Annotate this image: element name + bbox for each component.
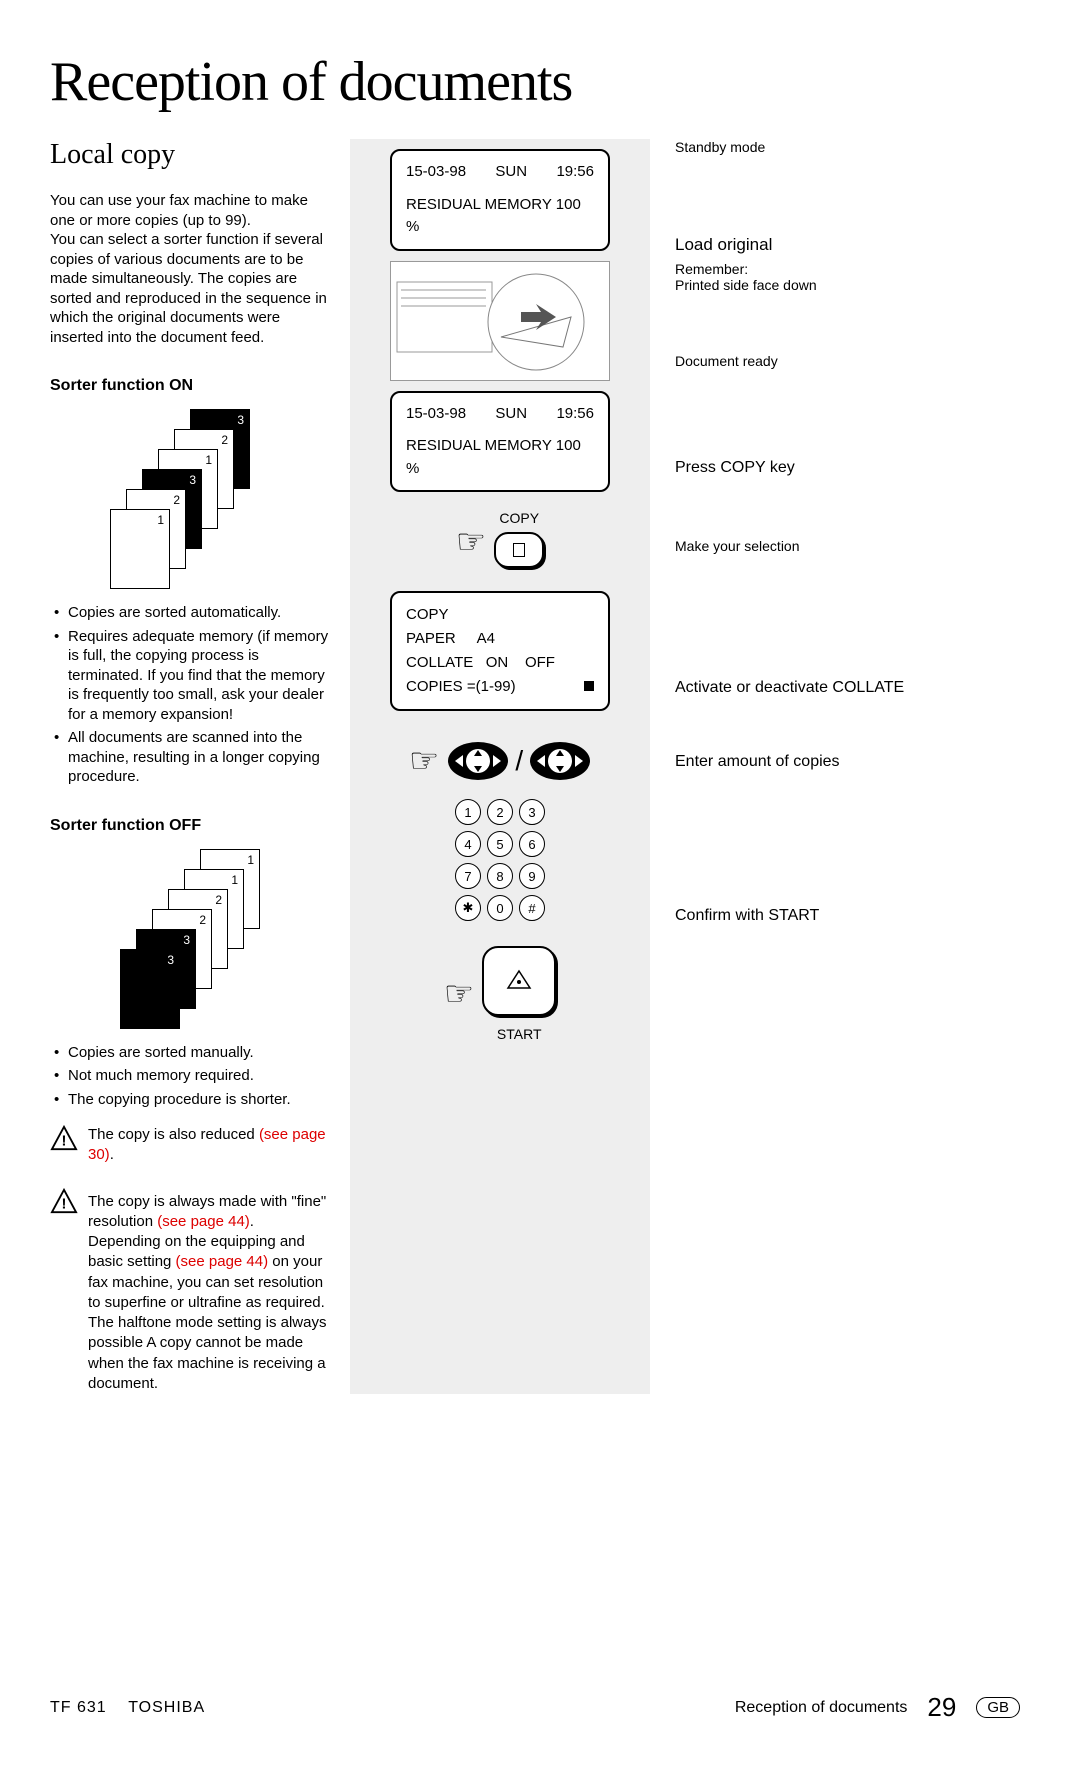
separator: / <box>515 745 523 777</box>
svg-text:!: ! <box>62 1196 67 1212</box>
keypad-key[interactable]: # <box>519 895 545 921</box>
list-item: Copies are sorted manually. <box>50 1043 330 1063</box>
page-number: 29 <box>927 1692 956 1723</box>
load-original-heading: Load original <box>675 235 1000 255</box>
middle-column: 15-03-98 SUN 19:56 RESIDUAL MEMORY 100 %… <box>350 139 650 1394</box>
start-icon <box>506 968 532 994</box>
keypad-key[interactable]: 6 <box>519 831 545 857</box>
list-item: Not much memory required. <box>50 1066 330 1086</box>
svg-text:!: ! <box>62 1133 67 1149</box>
standby-label: Standby mode <box>675 139 1000 155</box>
lcd-display-1: 15-03-98 SUN 19:56 RESIDUAL MEMORY 100 % <box>390 149 610 251</box>
sorter-off-diagram: 112233 <box>80 849 260 1029</box>
start-label: START <box>482 1026 556 1042</box>
copy-key-label: COPY <box>494 510 544 526</box>
sorter-on-diagram: 321321 <box>80 409 260 589</box>
page-link[interactable]: (see page 44) <box>157 1213 250 1230</box>
keypad-key[interactable]: 5 <box>487 831 513 857</box>
nav-left-button[interactable] <box>447 741 509 781</box>
numeric-keypad[interactable]: 123 456 789 ✱0# <box>450 799 550 921</box>
sorter-off-list: Copies are sorted manually. Not much mem… <box>50 1043 330 1110</box>
pointing-hand-icon: ☞ <box>456 522 486 562</box>
keypad-key[interactable]: 8 <box>487 863 513 889</box>
confirm-start-instruction: Confirm with START <box>675 907 1000 925</box>
page-footer: TF 631 TOSHIBA Reception of documents 29… <box>50 1692 1020 1723</box>
intro-paragraph: You can use your fax machine to make one… <box>50 191 330 347</box>
region-badge: GB <box>976 1697 1020 1718</box>
footer-section: Reception of documents <box>735 1699 908 1717</box>
sorter-on-list: Copies are sorted automatically. Require… <box>50 603 330 787</box>
copy-button[interactable] <box>494 532 544 568</box>
warning-icon: ! <box>50 1188 78 1214</box>
face-down-label: Printed side face down <box>675 277 1000 293</box>
keypad-key[interactable]: 0 <box>487 895 513 921</box>
remember-label: Remember: <box>675 261 1000 277</box>
page-link[interactable]: (see page 44) <box>176 1253 269 1270</box>
list-item: All documents are scanned into the machi… <box>50 728 330 787</box>
start-button[interactable] <box>482 946 556 1016</box>
keypad-key[interactable]: 7 <box>455 863 481 889</box>
warning-icon: ! <box>50 1125 78 1151</box>
list-item: Requires adequate memory (if memory is f… <box>50 627 330 725</box>
lcd-display-3: COPY PAPER A4 COLLATE ON OFF COPIES =(1-… <box>390 591 610 711</box>
keypad-key[interactable]: 2 <box>487 799 513 825</box>
list-item: Copies are sorted automatically. <box>50 603 330 623</box>
list-item: The copying procedure is shorter. <box>50 1090 330 1110</box>
enter-copies-instruction: Enter amount of copies <box>675 753 1000 771</box>
warning-text: The copy is also reduced <box>88 1126 259 1143</box>
warning-note-2: ! The copy is always made with "fine" re… <box>50 1188 330 1395</box>
keypad-key[interactable]: 1 <box>455 799 481 825</box>
page-title: Reception of documents <box>50 50 1020 114</box>
page-sheet: 3 <box>120 949 180 1029</box>
pointing-hand-icon: ☞ <box>409 741 439 781</box>
keypad-key[interactable]: 9 <box>519 863 545 889</box>
left-column: Local copy You can use your fax machine … <box>50 139 350 1394</box>
press-copy-label: Press COPY key <box>675 459 1000 477</box>
brand-name: TOSHIBA <box>128 1699 205 1716</box>
model-number: TF 631 <box>50 1699 107 1716</box>
keypad-key[interactable]: 3 <box>519 799 545 825</box>
collate-instruction: Activate or deactivate COLLATE <box>675 679 1000 697</box>
sorter-on-heading: Sorter function ON <box>50 377 330 395</box>
keypad-key[interactable]: ✱ <box>455 895 481 921</box>
keypad-key[interactable]: 4 <box>455 831 481 857</box>
make-selection-label: Make your selection <box>675 538 1000 554</box>
feeder-illustration <box>390 261 610 381</box>
warning-note-1: ! The copy is also reduced (see page 30)… <box>50 1125 330 1166</box>
document-ready-label: Document ready <box>675 353 1000 369</box>
section-subtitle: Local copy <box>50 139 330 171</box>
right-column: Standby mode Load original Remember: Pri… <box>650 139 1000 1394</box>
nav-right-button[interactable] <box>529 741 591 781</box>
cursor-icon <box>584 681 594 691</box>
lcd-display-2: 15-03-98 SUN 19:56 RESIDUAL MEMORY 100 % <box>390 391 610 493</box>
page-sheet: 1 <box>110 509 170 589</box>
sorter-off-heading: Sorter function OFF <box>50 817 330 835</box>
pointing-hand-icon: ☞ <box>444 974 474 1014</box>
